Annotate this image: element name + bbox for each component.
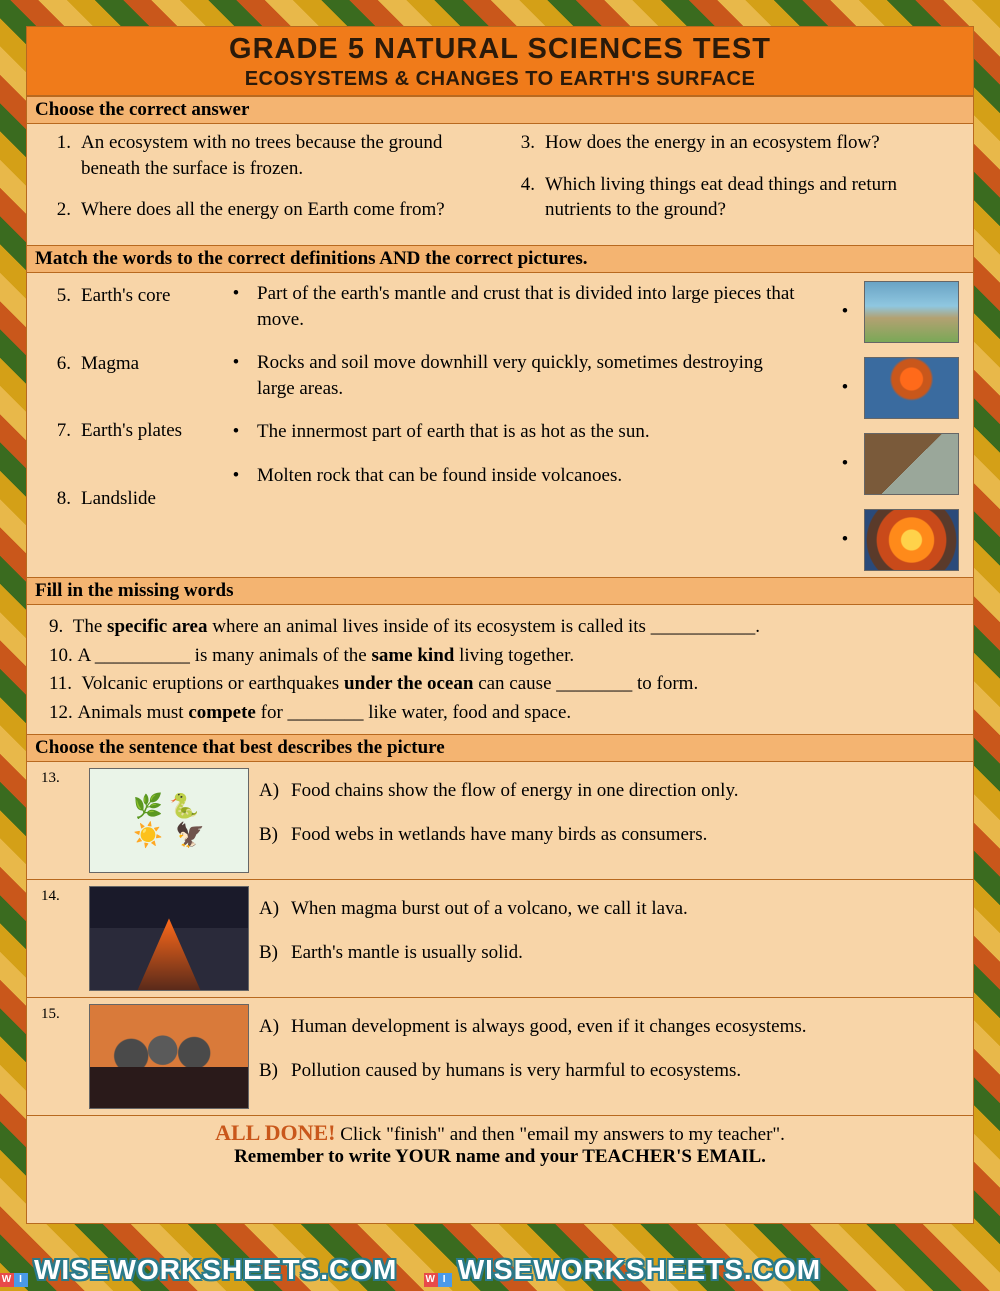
picture-row-4: • xyxy=(838,509,959,571)
section1-heading: Choose the correct answer xyxy=(27,96,973,124)
bullet-icon: • xyxy=(229,419,243,445)
worksheet-page: GRADE 5 NATURAL SCIENCES TEST ECOSYSTEMS… xyxy=(26,26,974,1224)
definition-1: •Part of the earth's mantle and crust th… xyxy=(229,281,799,332)
option-14b[interactable]: B)Earth's mantle is usually solid. xyxy=(259,942,959,964)
options-13: A)Food chains show the flow of energy in… xyxy=(259,768,959,850)
question-2: 2. Where does all the energy on Earth co… xyxy=(49,197,495,223)
worksheet-header: GRADE 5 NATURAL SCIENCES TEST ECOSYSTEMS… xyxy=(27,27,973,96)
question-text: An ecosystem with no trees because the g… xyxy=(81,130,495,181)
landslide-image xyxy=(864,433,959,495)
wise-logo-icon: WISE xyxy=(0,1257,30,1287)
section3-body: 9. The specific area where an animal liv… xyxy=(27,605,973,735)
definition-4: •Molten rock that can be found inside vo… xyxy=(229,463,799,489)
fill-12: 12. Animals must compete for ________ li… xyxy=(49,700,959,726)
picture-question-14: 14. A)When magma burst out of a volcano,… xyxy=(27,880,973,998)
question-number: 4. xyxy=(513,172,535,223)
world-map-image xyxy=(864,281,959,343)
volcano-cross-section-image xyxy=(864,357,959,419)
question-4: 4. Which living things eat dead things a… xyxy=(513,172,959,223)
match-definitions-column: •Part of the earth's mantle and crust th… xyxy=(229,279,799,489)
section1-col-right: 3. How does the energy in an ecosystem f… xyxy=(513,130,959,239)
page-title: GRADE 5 NATURAL SCIENCES TEST xyxy=(27,33,973,66)
earth-core-image xyxy=(864,509,959,571)
match-pictures-column: • • • • xyxy=(809,279,959,571)
bullet-icon: • xyxy=(838,527,852,553)
term-8: 8.Landslide xyxy=(49,486,219,512)
footer-instruction-2: Remember to write YOUR name and your TEA… xyxy=(234,1146,766,1167)
section2-heading: Match the words to the correct definitio… xyxy=(27,245,973,273)
bullet-icon: • xyxy=(229,463,243,489)
question-number: 1. xyxy=(49,130,71,181)
bullet-icon: • xyxy=(229,350,243,401)
bullet-icon: • xyxy=(838,375,852,401)
question-number: 2. xyxy=(49,197,71,223)
section4-heading: Choose the sentence that best describes … xyxy=(27,734,973,762)
section3-heading: Fill in the missing words xyxy=(27,577,973,605)
bullet-icon: • xyxy=(229,281,243,332)
picture-question-15: 15. A)Human development is always good, … xyxy=(27,998,973,1116)
option-13b[interactable]: B)Food webs in wetlands have many birds … xyxy=(259,824,959,846)
all-done-label: ALL DONE! xyxy=(215,1120,335,1145)
question-number: 13. xyxy=(41,768,79,787)
term-6: 6.Magma xyxy=(49,351,219,377)
question-number: 15. xyxy=(41,1004,79,1023)
section1-col-left: 1. An ecosystem with no trees because th… xyxy=(49,130,495,239)
picture-row-3: • xyxy=(838,433,959,495)
fill-11: 11. Volcanic eruptions or earthquakes un… xyxy=(49,671,959,697)
bullet-icon: • xyxy=(838,299,852,325)
volcano-image xyxy=(89,886,249,991)
term-5: 5.Earth's core xyxy=(49,283,219,309)
worksheet-footer: ALL DONE! Click "finish" and then "email… xyxy=(27,1116,973,1174)
page-subtitle: ECOSYSTEMS & CHANGES TO EARTH'S SURFACE xyxy=(27,68,973,91)
option-15a[interactable]: A)Human development is always good, even… xyxy=(259,1016,959,1038)
option-13a[interactable]: A)Food chains show the flow of energy in… xyxy=(259,780,959,802)
section1-body: 1. An ecosystem with no trees because th… xyxy=(27,124,973,245)
question-3: 3. How does the energy in an ecosystem f… xyxy=(513,130,959,156)
fill-10: 10. A __________ is many animals of the … xyxy=(49,643,959,669)
picture-row-2: • xyxy=(838,357,959,419)
options-14: A)When magma burst out of a volcano, we … xyxy=(259,886,959,968)
match-terms-column: 5.Earth's core 6.Magma 7.Earth's plates … xyxy=(49,279,219,528)
section2-body: 5.Earth's core 6.Magma 7.Earth's plates … xyxy=(27,273,973,577)
food-chain-image xyxy=(89,768,249,873)
question-text: How does the energy in an ecosystem flow… xyxy=(545,130,880,156)
question-text: Where does all the energy on Earth come … xyxy=(81,197,445,223)
fill-9: 9. The specific area where an animal liv… xyxy=(49,614,959,640)
question-number: 14. xyxy=(41,886,79,905)
bullet-icon: • xyxy=(838,451,852,477)
picture-question-13: 13. A)Food chains show the flow of energ… xyxy=(27,762,973,880)
options-15: A)Human development is always good, even… xyxy=(259,1004,959,1086)
wise-logo-icon: WISE xyxy=(424,1257,454,1287)
question-text: Which living things eat dead things and … xyxy=(545,172,959,223)
pollution-image xyxy=(89,1004,249,1109)
picture-row-1: • xyxy=(838,281,959,343)
definition-2: •Rocks and soil move downhill very quick… xyxy=(229,350,799,401)
option-14a[interactable]: A)When magma burst out of a volcano, we … xyxy=(259,898,959,920)
question-1: 1. An ecosystem with no trees because th… xyxy=(49,130,495,181)
question-number: 3. xyxy=(513,130,535,156)
definition-3: •The innermost part of earth that is as … xyxy=(229,419,799,445)
term-7: 7.Earth's plates xyxy=(49,418,219,444)
footer-instruction-1: Click "finish" and then "email my answer… xyxy=(335,1124,784,1145)
watermark: WISEWISEWORKSHEETS.COM WISEWISEWORKSHEET… xyxy=(0,1254,1000,1287)
option-15b[interactable]: B)Pollution caused by humans is very har… xyxy=(259,1060,959,1082)
